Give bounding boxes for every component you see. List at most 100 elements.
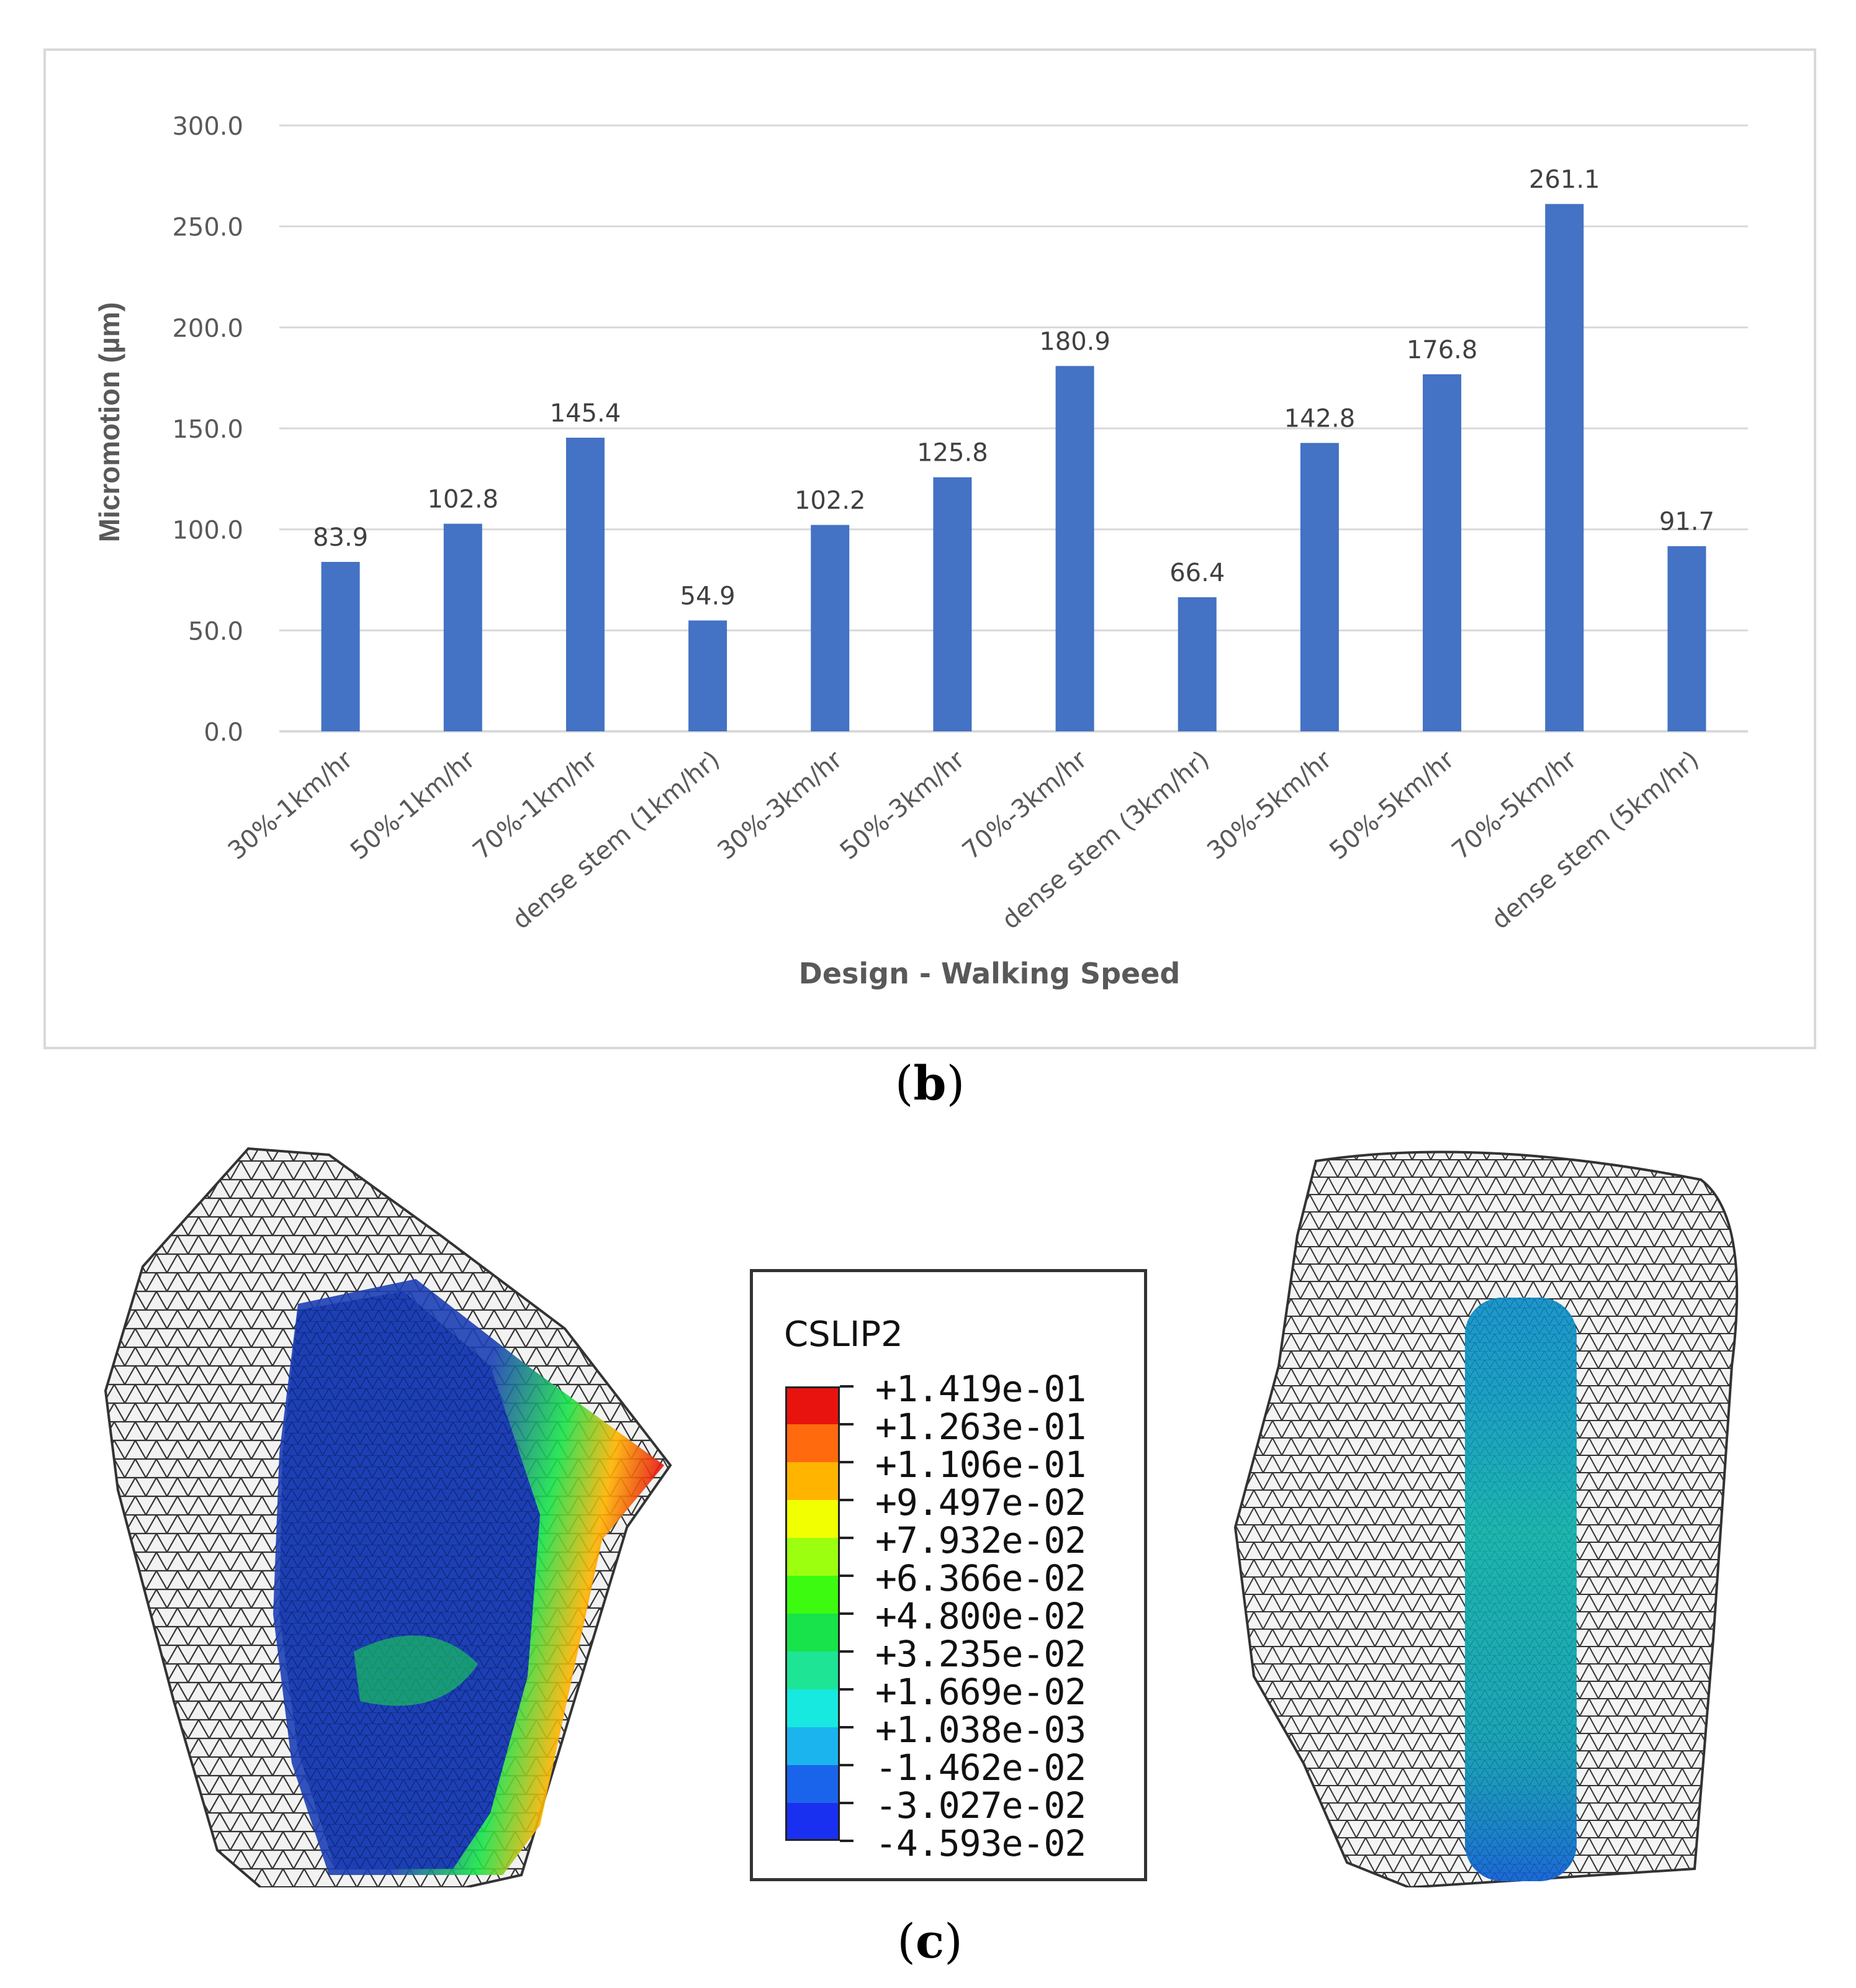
legend-tick (840, 1461, 854, 1463)
data-label: 102.2 (795, 487, 866, 515)
legend-label: +7.932e-02 (875, 1519, 1086, 1561)
bar (1300, 443, 1339, 731)
data-label: 54.9 (680, 582, 736, 610)
legend-swatch (785, 1803, 840, 1841)
legend-swatch (785, 1765, 840, 1803)
legend-entry: +3.235e-02 (785, 1633, 1133, 1689)
legend-entry: -3.027e-02 (785, 1784, 1133, 1841)
legend-label: +3.235e-02 (875, 1633, 1086, 1675)
legend-swatch (785, 1576, 840, 1614)
y-tick-label: 200.0 (172, 314, 243, 343)
mesh-model-right (1233, 1150, 1739, 1887)
legend-entry: +9.497e-02 (785, 1481, 1133, 1538)
legend-swatch (785, 1614, 840, 1651)
legend-tick (840, 1840, 854, 1842)
caption-c: (c) (897, 1913, 963, 1969)
legend-swatch (785, 1462, 840, 1500)
legend-tick (840, 1385, 854, 1388)
legend-entry: +6.366e-02 (785, 1557, 1133, 1614)
legend-label: +1.669e-02 (875, 1671, 1086, 1713)
bar (565, 437, 605, 731)
bar-chart: 0.0 50.0 100.0 150.0 200.0 250.0 300.0 30%-1km… (93, 112, 1748, 990)
bar (933, 477, 972, 731)
data-label: 91.7 (1659, 508, 1714, 536)
legend-tick (840, 1499, 854, 1501)
bar (1545, 204, 1584, 731)
legend-entry: +7.932e-02 (785, 1519, 1133, 1576)
data-label: 180.9 (1039, 327, 1110, 356)
y-tick-label: 150.0 (172, 415, 243, 444)
legend-tick (840, 1612, 854, 1615)
bar (688, 620, 728, 731)
legend-tick (840, 1764, 854, 1766)
legend-entry: +1.263e-01 (785, 1406, 1133, 1462)
data-label: 125.8 (917, 439, 988, 468)
x-tick-label: 30%-5km/hr (1202, 745, 1338, 865)
legend-label: +1.263e-01 (875, 1406, 1086, 1448)
x-tick-label: 30%-1km/hr (223, 745, 359, 865)
y-axis-label: Micromotion (µm) (93, 302, 125, 543)
legend-swatch (785, 1651, 840, 1689)
x-tick-label: 50%-1km/hr (345, 745, 481, 865)
x-tick-label: dense stem (5km/hr) (1486, 745, 1705, 934)
legend-label: +4.800e-02 (875, 1595, 1086, 1637)
x-tick-label: 50%-3km/hr (835, 745, 971, 865)
data-label: 66.4 (1169, 559, 1225, 587)
legend-entry: +4.800e-02 (785, 1595, 1133, 1651)
x-axis-label: Design - Walking Speed (799, 957, 1181, 990)
legend-tick (840, 1688, 854, 1691)
legend-swatch (785, 1727, 840, 1765)
legend-label: +9.497e-02 (875, 1481, 1086, 1524)
legend-label: +1.038e-03 (875, 1709, 1086, 1751)
legend-label: +1.106e-01 (875, 1444, 1086, 1486)
legend-tick (840, 1650, 854, 1653)
data-label: 83.9 (313, 523, 368, 552)
legend-label: -4.593e-02 (875, 1822, 1086, 1864)
chart-panel: 0.0 50.0 100.0 150.0 200.0 250.0 300.0 30%-1km… (43, 48, 1816, 1049)
legend-title: CSLIP2 (784, 1314, 903, 1355)
x-tick-label: 50%-5km/hr (1324, 745, 1460, 865)
legend-tick (840, 1537, 854, 1539)
y-tick-label: 250.0 (172, 214, 243, 242)
legend-entry: -1.462e-02 (785, 1746, 1133, 1803)
legend-entry: -4.593e-02 (785, 1822, 1133, 1879)
data-label: 261.1 (1529, 166, 1600, 194)
bar (443, 523, 482, 731)
legend-entry: +1.419e-01 (785, 1368, 1133, 1424)
bar (1178, 597, 1217, 731)
legend-swatch (785, 1689, 840, 1727)
legend-tick (840, 1575, 854, 1577)
x-tick-label: 70%-3km/hr (957, 745, 1093, 865)
legend-label: -3.027e-02 (875, 1784, 1086, 1827)
y-tick-label: 50.0 (188, 617, 243, 646)
legend-tick (840, 1802, 854, 1804)
mesh-model-left (104, 1147, 672, 1887)
x-tick-label: dense stem (1km/hr) (507, 745, 726, 934)
data-label: 142.8 (1284, 404, 1356, 433)
legend-swatch (785, 1538, 840, 1576)
legend-swatch (785, 1424, 840, 1462)
data-label: 145.4 (550, 399, 621, 428)
bar (811, 525, 850, 731)
x-tick-label: dense stem (3km/hr) (997, 745, 1215, 934)
x-tick-label: 70%-5km/hr (1447, 745, 1583, 865)
legend-label: -1.462e-02 (875, 1746, 1086, 1789)
bar (321, 562, 360, 731)
y-tick-label: 300.0 (172, 112, 243, 141)
caption-b: (b) (894, 1055, 965, 1111)
y-tick-label: 0.0 (204, 718, 243, 747)
bar (1423, 374, 1462, 731)
y-tick-label: 100.0 (172, 517, 243, 545)
legend-label: +6.366e-02 (875, 1557, 1086, 1599)
contour-legend: CSLIP2 +1.419e-01 +1.263e-01 +1.106e-01 +9.… (750, 1269, 1147, 1881)
data-label: 102.8 (427, 486, 498, 514)
legend-entry: +1.038e-03 (785, 1709, 1133, 1765)
legend-entry: +1.669e-02 (785, 1671, 1133, 1727)
legend-entry: +1.106e-01 (785, 1444, 1133, 1500)
x-tick-label: 70%-1km/hr (467, 745, 603, 865)
data-label: 176.8 (1407, 336, 1478, 364)
x-tick-label: 30%-3km/hr (713, 745, 849, 865)
legend-tick (840, 1726, 854, 1728)
bar (1667, 546, 1706, 731)
legend-swatch (785, 1386, 840, 1424)
